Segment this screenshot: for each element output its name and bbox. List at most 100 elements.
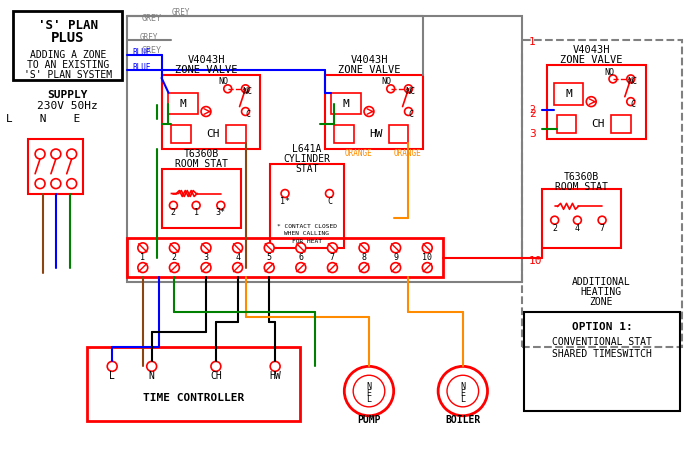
Text: 7: 7	[600, 224, 604, 233]
Circle shape	[359, 243, 369, 253]
Text: 2: 2	[529, 110, 535, 119]
Text: FOR HEAT: FOR HEAT	[292, 240, 322, 244]
Circle shape	[201, 107, 211, 117]
Circle shape	[51, 149, 61, 159]
Circle shape	[328, 263, 337, 272]
Circle shape	[344, 366, 394, 416]
Text: 1*: 1*	[280, 197, 290, 206]
Circle shape	[364, 107, 374, 117]
Circle shape	[35, 179, 45, 189]
Circle shape	[438, 366, 488, 416]
Circle shape	[391, 263, 401, 272]
Circle shape	[201, 243, 211, 253]
Text: 8: 8	[362, 253, 366, 262]
Circle shape	[609, 75, 617, 83]
Bar	[161, 169, 241, 228]
Text: L: L	[460, 395, 465, 404]
Text: 10: 10	[422, 253, 432, 262]
Circle shape	[67, 149, 77, 159]
Text: N: N	[149, 371, 155, 381]
Text: TIME CONTROLLER: TIME CONTROLLER	[143, 393, 244, 403]
Text: V4043H: V4043H	[351, 55, 388, 65]
Text: BOILER: BOILER	[445, 415, 480, 424]
Circle shape	[447, 375, 479, 407]
Text: 3*: 3*	[216, 208, 226, 217]
Text: 4: 4	[575, 224, 580, 233]
Text: V4043H: V4043H	[187, 55, 225, 65]
Circle shape	[586, 97, 596, 107]
Circle shape	[627, 98, 635, 106]
Text: NO: NO	[219, 77, 229, 87]
Text: 1: 1	[194, 208, 199, 217]
Bar	[542, 189, 621, 248]
Text: OPTION 1:: OPTION 1:	[572, 322, 633, 332]
Text: ZONE VALVE: ZONE VALVE	[175, 65, 237, 75]
Text: 7: 7	[330, 253, 335, 262]
Circle shape	[170, 201, 177, 209]
Text: M: M	[180, 99, 187, 109]
Text: 'S' PLAN SYSTEM: 'S' PLAN SYSTEM	[23, 70, 112, 80]
Bar	[522, 40, 682, 347]
Text: ADDING A ZONE: ADDING A ZONE	[30, 50, 106, 60]
Circle shape	[201, 263, 211, 272]
Text: 5: 5	[267, 253, 272, 262]
Text: ZONE: ZONE	[589, 297, 613, 307]
Circle shape	[241, 108, 250, 116]
Text: 2: 2	[529, 104, 535, 115]
Text: NO: NO	[382, 77, 392, 87]
Text: T6360B: T6360B	[184, 149, 219, 159]
Circle shape	[627, 75, 635, 83]
Text: CYLINDER: CYLINDER	[284, 154, 331, 164]
Circle shape	[353, 375, 385, 407]
Circle shape	[193, 201, 200, 209]
Circle shape	[404, 108, 413, 116]
Text: L: L	[366, 395, 371, 404]
Circle shape	[217, 201, 225, 209]
Circle shape	[359, 263, 369, 272]
Text: 4: 4	[235, 253, 240, 262]
Text: HEATING: HEATING	[580, 287, 622, 297]
Text: BLUE: BLUE	[132, 48, 150, 57]
Text: HW: HW	[269, 371, 281, 381]
Circle shape	[270, 361, 280, 371]
Text: C: C	[408, 110, 413, 119]
Circle shape	[224, 85, 232, 93]
Text: L    N    E: L N E	[6, 114, 80, 124]
Text: 2: 2	[552, 224, 558, 233]
Text: 3: 3	[204, 253, 208, 262]
Text: T6360B: T6360B	[564, 172, 599, 182]
Text: GREY: GREY	[142, 14, 161, 23]
Circle shape	[241, 85, 250, 93]
Text: M: M	[343, 99, 350, 109]
Bar	[553, 83, 583, 105]
Text: NC: NC	[242, 87, 253, 96]
Text: N: N	[366, 381, 371, 391]
Text: L: L	[109, 371, 115, 381]
Text: HW: HW	[369, 129, 383, 139]
Circle shape	[573, 216, 582, 224]
Bar	[270, 164, 344, 248]
Circle shape	[387, 85, 395, 93]
Bar	[13, 11, 122, 80]
Circle shape	[147, 361, 157, 371]
Bar	[611, 116, 631, 133]
Circle shape	[326, 190, 333, 197]
Bar	[28, 139, 83, 193]
Bar	[127, 238, 443, 278]
Circle shape	[138, 263, 148, 272]
Circle shape	[67, 179, 77, 189]
Bar	[557, 116, 576, 133]
Text: GREY: GREY	[171, 8, 190, 17]
Text: ROOM STAT: ROOM STAT	[175, 159, 228, 169]
Text: 'S' PLAN: 'S' PLAN	[38, 19, 98, 32]
Text: SUPPLY: SUPPLY	[48, 90, 88, 100]
Text: BLUE: BLUE	[132, 63, 150, 72]
Text: C: C	[327, 197, 332, 206]
Circle shape	[281, 190, 289, 197]
Bar	[335, 125, 354, 143]
Bar	[226, 125, 246, 143]
Text: 230V 50Hz: 230V 50Hz	[37, 101, 98, 110]
Circle shape	[551, 216, 559, 224]
Circle shape	[264, 263, 274, 272]
Text: E: E	[366, 388, 371, 397]
